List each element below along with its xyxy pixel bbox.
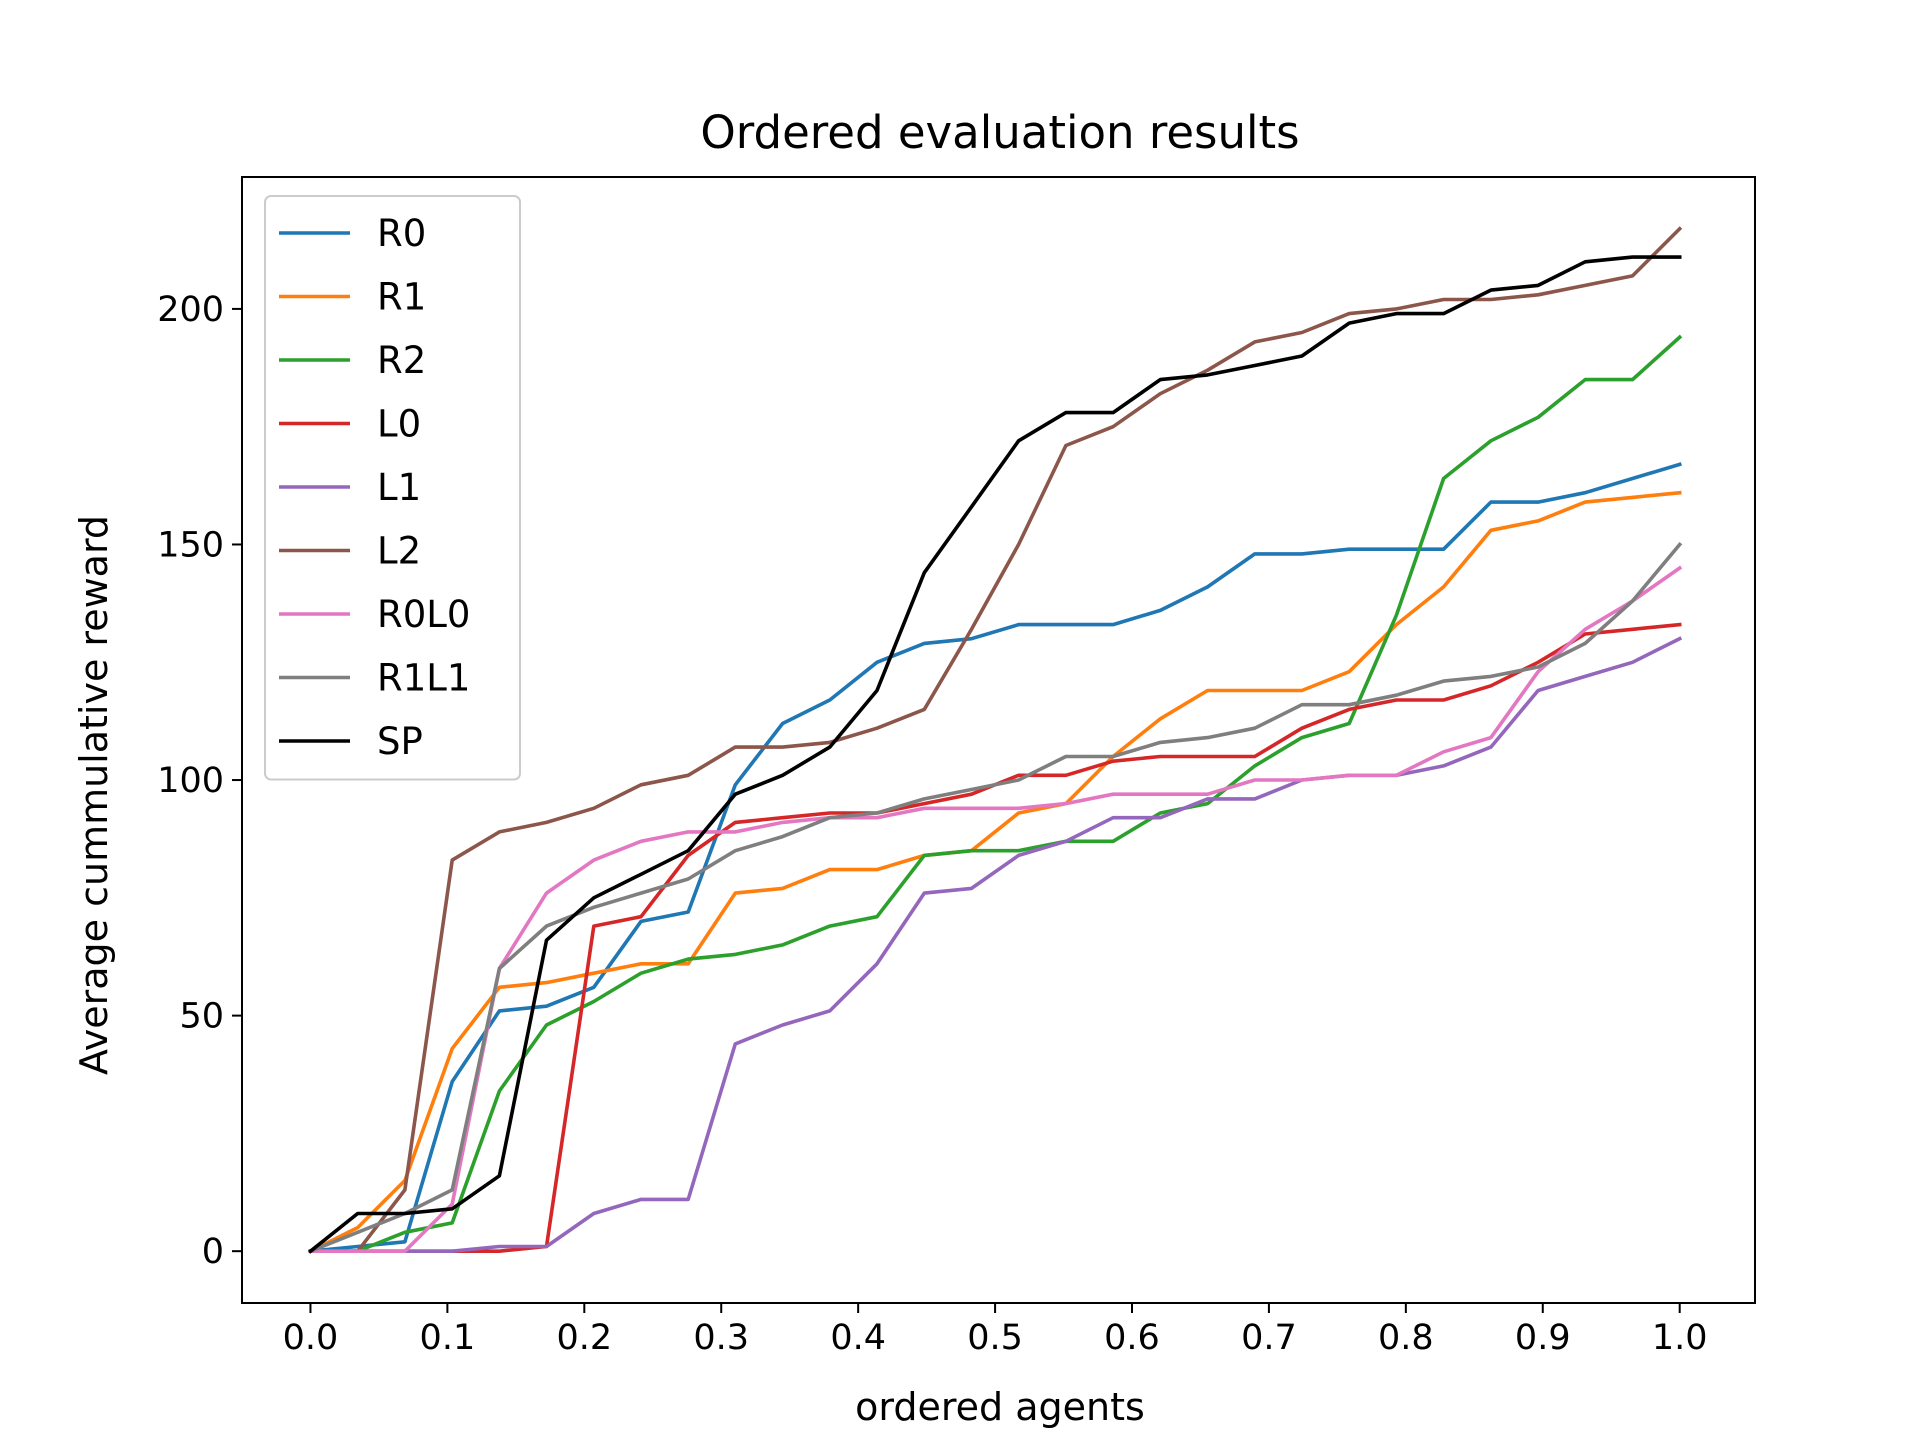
series-line-l1 [308, 636, 1683, 1253]
x-tick-label: 0.1 [420, 1318, 476, 1358]
legend-label-l2: L2 [377, 530, 421, 573]
x-tick-label: 0.0 [283, 1318, 339, 1358]
x-tick-label: 0.5 [967, 1318, 1023, 1358]
x-tick-label: 0.9 [1515, 1318, 1571, 1358]
y-tick-label: 150 [157, 525, 224, 565]
plot-area: 0.0 0.1 0.2 0.3 0.4 0.5 0.6 0.7 0.8 0.9 1.0 0 50 100 1… [157, 176, 1756, 1358]
y-tick-label: 50 [179, 997, 224, 1037]
plot-frame [241, 176, 1756, 1304]
legend-label-l1: L1 [377, 466, 421, 509]
y-tick-label: 200 [157, 290, 224, 330]
x-tick-label: 0.8 [1378, 1318, 1434, 1358]
legend-label-l0: L0 [377, 403, 421, 446]
x-tick-label: 0.7 [1241, 1318, 1297, 1358]
legend-label-r1l1: R1L1 [377, 657, 470, 700]
legend: R0 R1 R2 L0 L1 L2 R0L0 R1L1 SP [264, 195, 521, 781]
series-lines [307, 226, 1683, 1254]
series-line-r1l1 [308, 541, 1683, 1254]
x-axis-label: ordered agents [855, 1385, 1145, 1429]
x-tick-label: 0.2 [556, 1318, 612, 1358]
y-axis-label: Average cummulative reward [72, 515, 116, 1075]
y-tick-label: 100 [157, 761, 224, 801]
legend-box [264, 195, 521, 781]
chart-title: Ordered evaluation results [700, 106, 1299, 159]
series-line-r2 [308, 334, 1683, 1253]
x-tick-label: 1.0 [1652, 1318, 1708, 1358]
series-line-l2 [308, 226, 1683, 1253]
series-line-r0l0 [308, 565, 1683, 1253]
series-line-r0 [308, 462, 1682, 1254]
legend-label-sp: SP [377, 720, 423, 763]
x-tick-label: 0.4 [830, 1318, 886, 1358]
x-tick-label: 0.6 [1104, 1318, 1160, 1358]
legend-label-r0: R0 [377, 212, 426, 255]
legend-label-r0l0: R0L0 [377, 593, 470, 636]
series-line-sp [307, 255, 1682, 1254]
legend-label-r1: R1 [377, 276, 426, 319]
x-tick-label: 0.3 [693, 1318, 749, 1358]
y-tick-label: 0 [202, 1232, 224, 1272]
legend-label-r2: R2 [377, 339, 426, 382]
